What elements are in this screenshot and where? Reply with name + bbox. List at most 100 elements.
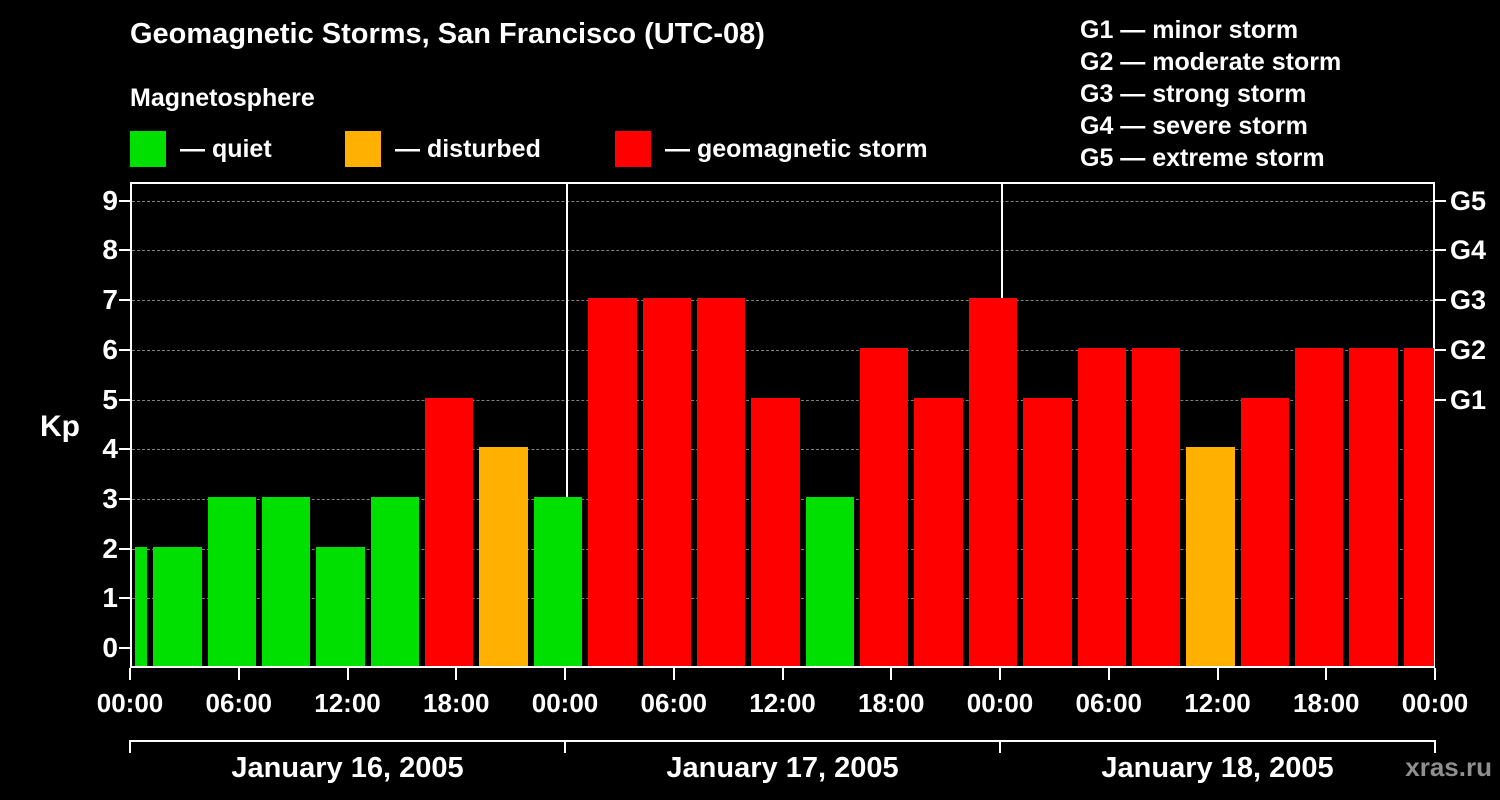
y-axis-label: 9 (102, 184, 118, 216)
g-axis-tick (1435, 299, 1446, 302)
quiet-label: — quiet (180, 135, 272, 163)
y-axis-tick (119, 547, 130, 550)
y-axis-label: 3 (102, 482, 118, 514)
disturbed-label: — disturbed (395, 135, 541, 163)
g4-legend-line: G4 — severe storm (1080, 112, 1308, 140)
x-axis-tick (1325, 668, 1328, 680)
day-bracket-line (130, 740, 1435, 742)
gridline (132, 300, 1433, 302)
x-axis-tick (1434, 668, 1436, 680)
gridline (132, 200, 1433, 202)
x-axis-tick (237, 668, 240, 680)
x-axis-tick (999, 668, 1001, 680)
kp-bar (1077, 347, 1126, 666)
kp-bar (860, 347, 909, 666)
y-axis-tick (119, 199, 130, 202)
kp-bar (1295, 347, 1344, 666)
x-axis-tick (346, 668, 349, 680)
kp-bar (1023, 397, 1072, 666)
day-divider (566, 184, 568, 666)
kp-bar (968, 298, 1018, 666)
y-axis-label: 7 (102, 284, 118, 316)
x-axis-label: 00:00 (1401, 688, 1469, 718)
legend-heading: Magnetosphere (130, 84, 315, 112)
kp-bar (533, 496, 583, 666)
y-axis-label: 2 (102, 532, 118, 564)
y-axis-label: 4 (102, 433, 118, 465)
x-axis-tick (1216, 668, 1219, 680)
g1-legend-line: G1 — minor storm (1080, 16, 1299, 44)
x-axis-label: 18:00 (1293, 688, 1360, 718)
day-label: January 16, 2005 (231, 752, 464, 784)
y-axis-label: 5 (102, 383, 118, 415)
x-axis-label: 06:00 (205, 688, 273, 718)
g-axis-tick (1435, 199, 1446, 202)
y-axis-tick (119, 497, 130, 500)
x-axis-label: 18:00 (858, 688, 925, 718)
kp-bar (588, 298, 637, 666)
day-bracket-tick (999, 740, 1001, 753)
gridline (132, 250, 1433, 252)
x-axis-tick (1107, 668, 1110, 680)
g-axis-label: G3 (1450, 285, 1487, 316)
kp-bar (261, 496, 311, 666)
y-axis-tick (119, 448, 130, 451)
day-bracket-tick (564, 740, 566, 753)
g-axis-label: G2 (1450, 334, 1487, 365)
kp-bar (425, 397, 474, 666)
kp-bar (135, 546, 148, 666)
kp-bar (316, 546, 365, 666)
g-axis-label: G5 (1450, 185, 1487, 216)
watermark: xras.ru (1405, 752, 1492, 782)
day-bracket-tick (129, 740, 131, 753)
disturbed-swatch (345, 131, 381, 167)
x-axis-label: 18:00 (423, 688, 490, 718)
kp-bar (1240, 397, 1289, 666)
g2-legend-line: G2 — moderate storm (1080, 48, 1342, 76)
y-axis-tick (119, 647, 130, 649)
y-axis-tick (119, 597, 130, 600)
y-axis-tick (119, 398, 130, 401)
day-label: January 17, 2005 (666, 752, 899, 784)
kp-bar (805, 496, 854, 666)
y-axis-label: 8 (102, 234, 118, 266)
kp-bar (153, 546, 202, 666)
x-axis-tick (890, 668, 893, 680)
day-bracket-tick (1434, 740, 1436, 753)
g3-legend-line: G3 — strong storm (1080, 80, 1307, 108)
x-axis-tick (564, 668, 566, 680)
kp-bar (1186, 447, 1235, 666)
x-axis-label: 12:00 (1184, 688, 1251, 718)
x-axis-tick (781, 668, 784, 680)
g-axis-label: G4 (1450, 235, 1487, 266)
kp-bar (642, 298, 691, 666)
g-axis-tick (1435, 249, 1446, 252)
kp-bar (1403, 347, 1434, 666)
kp-bar (751, 397, 800, 666)
x-axis-label: 12:00 (749, 688, 816, 718)
y-axis-label: 0 (102, 632, 118, 663)
x-axis-label: 06:00 (640, 688, 708, 718)
kp-bar (696, 298, 746, 666)
x-axis-tick (129, 668, 131, 680)
g-axis-label: G1 (1450, 384, 1487, 415)
kp-bar (1131, 347, 1181, 666)
x-axis-label: 00:00 (966, 688, 1034, 718)
x-axis-tick (672, 668, 675, 680)
day-label: January 18, 2005 (1101, 752, 1334, 784)
x-axis-label: 06:00 (1075, 688, 1143, 718)
storm-label: — geomagnetic storm (665, 135, 928, 163)
gridline (132, 349, 1433, 351)
x-axis-label: 12:00 (314, 688, 381, 718)
g-axis-tick (1435, 348, 1446, 351)
y-axis-tick (119, 249, 130, 252)
kp-bar (370, 496, 419, 666)
kp-bar (207, 496, 256, 666)
storm-swatch (615, 131, 651, 167)
kp-bar (479, 447, 528, 666)
x-axis-label: 00:00 (531, 688, 599, 718)
y-axis-tick (119, 348, 130, 351)
x-axis-tick (455, 668, 458, 680)
y-axis-label: 6 (102, 333, 118, 365)
